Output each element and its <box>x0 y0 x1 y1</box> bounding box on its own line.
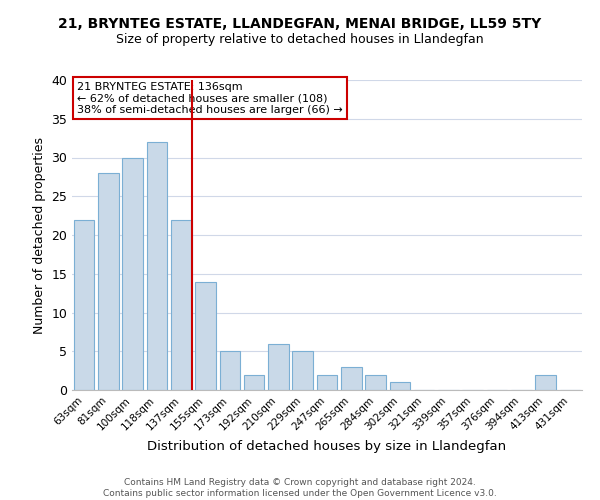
Bar <box>341 367 362 390</box>
Text: Contains HM Land Registry data © Crown copyright and database right 2024.
Contai: Contains HM Land Registry data © Crown c… <box>103 478 497 498</box>
Text: 21 BRYNTEG ESTATE: 136sqm
← 62% of detached houses are smaller (108)
38% of semi: 21 BRYNTEG ESTATE: 136sqm ← 62% of detac… <box>77 82 343 115</box>
Bar <box>292 351 313 390</box>
Text: Size of property relative to detached houses in Llandegfan: Size of property relative to detached ho… <box>116 32 484 46</box>
Bar <box>535 374 556 390</box>
Y-axis label: Number of detached properties: Number of detached properties <box>33 136 46 334</box>
Bar <box>195 282 216 390</box>
X-axis label: Distribution of detached houses by size in Llandegfan: Distribution of detached houses by size … <box>148 440 506 453</box>
Bar <box>220 351 240 390</box>
Bar <box>389 382 410 390</box>
Bar <box>98 173 119 390</box>
Bar <box>146 142 167 390</box>
Bar <box>171 220 191 390</box>
Bar <box>74 220 94 390</box>
Bar <box>244 374 265 390</box>
Bar <box>365 374 386 390</box>
Text: 21, BRYNTEG ESTATE, LLANDEGFAN, MENAI BRIDGE, LL59 5TY: 21, BRYNTEG ESTATE, LLANDEGFAN, MENAI BR… <box>58 18 542 32</box>
Bar <box>268 344 289 390</box>
Bar <box>317 374 337 390</box>
Bar <box>122 158 143 390</box>
